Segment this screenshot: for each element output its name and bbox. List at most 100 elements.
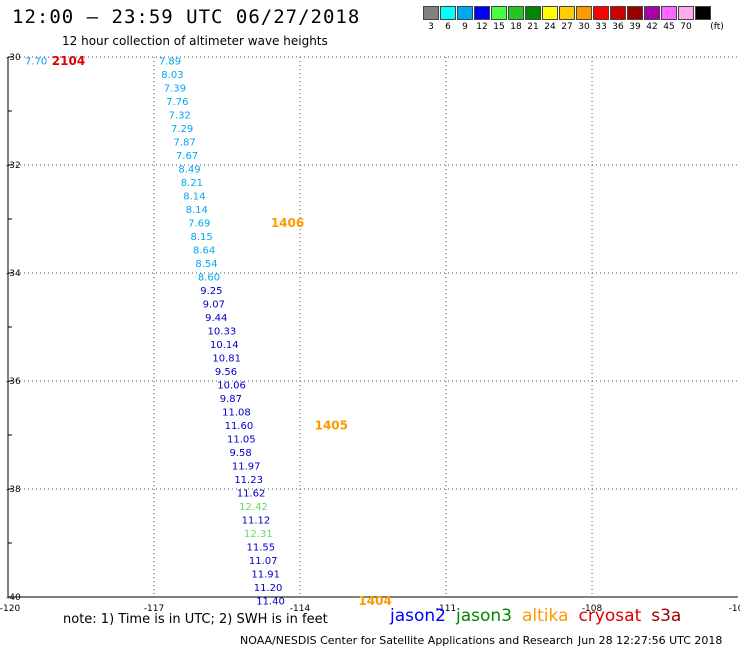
legend-swatch (542, 6, 558, 20)
legend-swatch (440, 6, 456, 20)
satellite-legend: jason2 jason3 altika cryosat s3a (390, 606, 691, 626)
legend-swatch (508, 6, 524, 20)
legend-label: 18 (510, 22, 522, 32)
legend-label: 3 (428, 22, 434, 32)
pass-time-label: 2104 (52, 54, 85, 68)
wave-height-value: 7.87 (173, 137, 195, 148)
latitude-tick-label: -30 (6, 53, 21, 63)
satellite-name: s3a (651, 606, 682, 626)
wave-height-value: 11.40 (256, 596, 285, 607)
wave-height-value: 11.91 (251, 569, 280, 580)
wave-height-value: 9.58 (229, 448, 251, 459)
wave-height-value: 9.44 (205, 313, 227, 324)
wave-height-value: 7.32 (169, 110, 191, 121)
legend-swatch (457, 6, 473, 20)
wave-height-value: 8.03 (161, 70, 183, 81)
legend-label: 9 (462, 22, 468, 32)
credit-line: NOAA/NESDIS Center for Satellite Applica… (240, 634, 574, 647)
legend-label: 27 (561, 22, 573, 32)
wave-height-value: 11.23 (234, 475, 263, 486)
map-subtitle: 12 hour collection of altimeter wave hei… (62, 34, 328, 48)
latitude-tick-label: -40 (6, 593, 21, 603)
wave-height-value: 11.97 (232, 461, 261, 472)
legend-label: 15 (493, 22, 505, 32)
wave-height-value: 12.42 (239, 502, 268, 513)
legend-swatch (423, 6, 439, 20)
wave-height-value: 9.25 (200, 286, 222, 297)
wave-height-value: 11.20 (254, 583, 283, 594)
legend-label: 36 (612, 22, 624, 32)
legend-swatch (678, 6, 694, 20)
legend-swatch (644, 6, 660, 20)
wave-height-value: 11.60 (225, 421, 254, 432)
latitude-tick-label: -38 (6, 485, 21, 495)
wave-height-value: 12.31 (244, 529, 273, 540)
legend-label: 70 (680, 22, 692, 32)
legend-label: 30 (578, 22, 590, 32)
generation-timestamp: Jun 28 12:27:56 UTC 2018 (578, 634, 723, 647)
wave-height-value: 8.14 (186, 205, 208, 216)
wave-height-value: 7.76 (166, 97, 188, 108)
wave-height-value: 9.56 (215, 367, 237, 378)
legend-swatch (525, 6, 541, 20)
satellite-name: jason3 (456, 606, 512, 626)
wave-height-value: 8.21 (181, 178, 203, 189)
wave-height-value: 11.08 (222, 407, 251, 418)
legend-label: 12 (476, 22, 488, 32)
legend-swatch (661, 6, 677, 20)
legend-swatch (474, 6, 490, 20)
wave-height-value: 8.49 (178, 164, 200, 175)
longitude-tick-label: -108 (582, 604, 603, 614)
legend-label: 45 (663, 22, 675, 32)
pass-time-label: 1406 (271, 216, 304, 230)
wave-height-value: 7.69 (188, 218, 210, 229)
satellite-name: cryosat (578, 606, 642, 626)
wave-height-value: 7.89 (159, 56, 181, 67)
wave-height-value: 7.29 (171, 124, 193, 135)
longitude-tick-label: -114 (290, 604, 311, 614)
longitude-tick-label: -10 (729, 604, 740, 614)
wave-height-value: 11.07 (249, 556, 278, 567)
units-note: note: 1) Time is in UTC; 2) SWH is in fe… (63, 612, 328, 627)
latitude-tick-label: -32 (6, 161, 21, 171)
legend-label: 24 (544, 22, 556, 32)
longitude-tick-label: -117 (144, 604, 164, 614)
legend-label: (ft) (710, 22, 724, 32)
wave-height-value: 11.55 (246, 542, 275, 553)
wave-height-value: 10.33 (208, 326, 237, 337)
wave-height-value: 7.39 (164, 83, 186, 94)
longitude-tick-label: -111 (436, 604, 456, 614)
legend-swatch (576, 6, 592, 20)
wave-height-value: 10.81 (212, 353, 241, 364)
latitude-tick-label: -34 (6, 269, 21, 279)
wave-height-value: 8.64 (193, 245, 215, 256)
wave-height-value: 8.60 (198, 272, 220, 283)
latitude-tick-label: -36 (6, 377, 21, 387)
wave-height-value: 9.07 (203, 299, 225, 310)
wave-height-value: 9.87 (220, 394, 242, 405)
legend-swatch (695, 6, 711, 20)
satellite-name: altika (522, 606, 569, 626)
legend-label: 6 (445, 22, 451, 32)
legend-swatch (559, 6, 575, 20)
legend-swatch (627, 6, 643, 20)
wave-height-value: 8.14 (183, 191, 205, 202)
legend-swatch (491, 6, 507, 20)
legend-label: 21 (527, 22, 539, 32)
wave-height-value: 8.15 (191, 232, 213, 243)
longitude-tick-label: -120 (0, 604, 20, 614)
wave-height-value: 10.14 (210, 340, 239, 351)
pass-time-label: 1405 (315, 418, 348, 432)
legend-label: 42 (646, 22, 658, 32)
wave-height-value: 10.06 (217, 380, 246, 391)
satellite-name: jason2 (390, 606, 446, 626)
legend-label: 33 (595, 22, 607, 32)
wave-height-value: 8.54 (195, 259, 217, 270)
wave-height-value: 7.67 (176, 151, 198, 162)
legend-label: 39 (629, 22, 641, 32)
pass-time-label: 1404 (358, 594, 391, 608)
map-title: 12:00 – 23:59 UTC 06/27/2018 (12, 6, 361, 28)
wave-height-value: 7.70 (25, 56, 47, 67)
legend-swatch (610, 6, 626, 20)
